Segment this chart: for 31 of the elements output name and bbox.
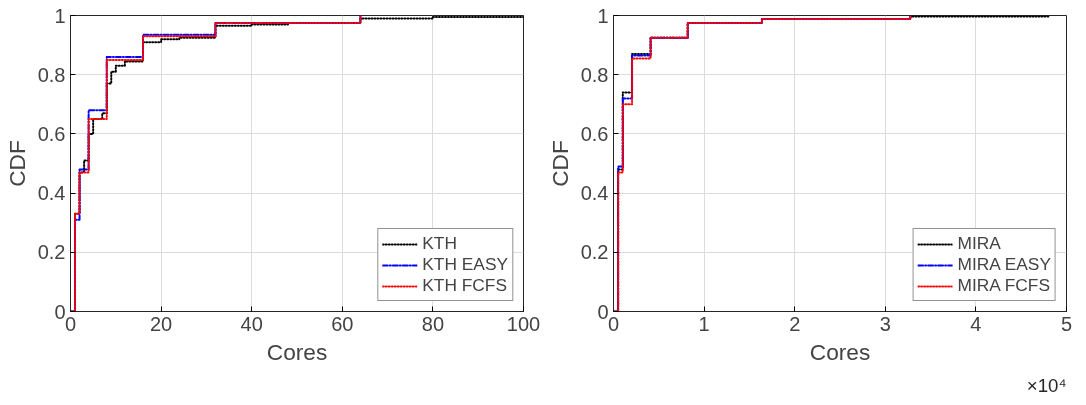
x-axis-title: Cores [266,338,328,365]
x-tick-label: 4 [970,312,982,335]
x-tick-label: 20 [149,312,173,335]
x-tick-label: 40 [240,312,263,335]
y-tick-label: 0.2 [580,241,609,264]
x-tick-label: 3 [879,312,891,335]
y-tick-label: 0.2 [37,241,66,264]
x-tick-label: 5 [1060,312,1073,335]
legend-label: KTH FCFS [422,275,508,296]
x-tick-label: 100 [506,312,541,335]
y-tick-label: 0.6 [37,122,66,145]
y-axis-title: CDF [3,140,30,187]
y-tick-label: 0.8 [580,63,609,86]
x-tick-label: 60 [331,312,354,335]
y-axis-title: CDF [546,140,573,187]
legend-label: KTH EASY [422,254,508,275]
legend-label: MIRA FCFS [957,275,1050,296]
y-tick-label: 0.4 [580,182,609,205]
y-tick-label: 0.6 [580,122,609,145]
legend-label: KTH [422,233,457,254]
x-tick-label: 2 [789,312,801,335]
text: ×10⁴ [1026,374,1067,396]
x-tick-label: 1 [698,312,710,335]
x-axis-title: Cores [809,338,871,365]
y-tick-label: 0.4 [37,182,66,205]
y-tick-label: 0.8 [37,63,66,86]
x-tick-label: 80 [421,312,445,335]
y-tick-label: 1 [54,4,66,27]
y-tick-label: 1 [597,4,609,27]
legend-label: MIRA EASY [957,254,1051,275]
legend-label: MIRA [957,233,1001,254]
